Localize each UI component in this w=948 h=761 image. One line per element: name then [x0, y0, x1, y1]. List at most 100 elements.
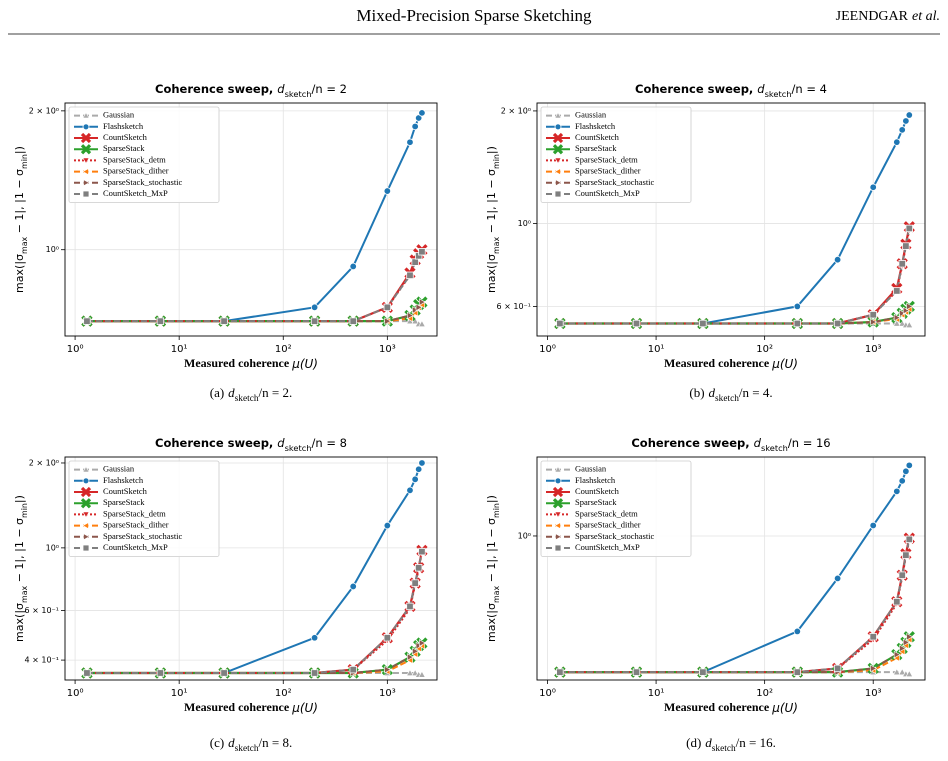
legend-label: CountSketch_MxP — [575, 542, 640, 552]
author-name: JEENDGAR — [836, 9, 909, 24]
legend-marker — [83, 179, 90, 187]
legend-label: SparseStack_detm — [103, 154, 166, 164]
subscript: sketch — [235, 744, 259, 754]
marker — [869, 183, 877, 191]
text-part: /n = 16 — [788, 436, 831, 450]
marker — [793, 668, 802, 676]
legend-marker — [83, 533, 90, 541]
y-tick-label: 6 × 10⁻¹ — [25, 606, 60, 615]
legend-label: SparseStack_stochastic — [575, 531, 655, 541]
marker — [902, 467, 910, 476]
x-axis-label: Measured coherence μ(U) — [184, 356, 318, 371]
marker — [384, 317, 392, 325]
legend-marker — [552, 144, 564, 155]
y-tick-label: 10⁰ — [518, 531, 531, 540]
plot-frame — [64, 102, 438, 337]
marker — [833, 319, 842, 328]
subscript: sketch — [761, 443, 788, 453]
marker — [383, 303, 392, 312]
legend-label: Gaussian — [103, 110, 135, 120]
marker — [905, 321, 914, 328]
marker — [833, 664, 842, 673]
marker — [414, 114, 423, 122]
marker — [902, 551, 910, 559]
legend-label: Flashsketch — [575, 121, 616, 131]
marker — [893, 319, 901, 327]
caption: (c) dsketch/n = 8. — [210, 735, 293, 754]
marker — [893, 668, 901, 676]
legend-label: CountSketch — [103, 132, 148, 142]
text-part: d — [757, 82, 765, 96]
text-part: /n = 4. — [739, 385, 773, 400]
x-axis-label: Measured coherence μ(U) — [664, 700, 798, 715]
legend-label: CountSketch_MxP — [575, 188, 640, 198]
text-part: μ(U) — [771, 701, 798, 715]
legend-marker — [80, 498, 92, 509]
marker — [898, 477, 906, 485]
x-tick-label: 10¹ — [648, 688, 665, 699]
marker — [406, 602, 414, 611]
chart: 10⁰ 10¹ 10² 10³ 10⁰ 2 × 10⁰ Coherence sweep, d… — [13, 82, 438, 404]
marker — [893, 487, 901, 496]
marker — [406, 138, 414, 146]
legend-marker — [554, 123, 562, 131]
text-part: Measured coherence — [664, 356, 772, 370]
text-part: |) — [485, 146, 498, 154]
legend-label: SparseStack — [575, 497, 617, 507]
chart-title: Coherence sweep, dsketch/n = 16 — [631, 436, 830, 453]
marker — [310, 634, 319, 642]
marker — [411, 669, 419, 676]
marker — [893, 598, 901, 606]
text-part: − 1|, |1 − σ — [13, 169, 26, 237]
legend-label: SparseStack_dither — [575, 520, 641, 530]
marker — [156, 317, 165, 325]
legend-label: CountSketch — [575, 132, 620, 142]
text-part: d — [277, 82, 285, 96]
subscript: min — [492, 154, 501, 169]
legend-label: CountSketch — [575, 486, 620, 496]
marker — [869, 633, 877, 641]
legend-marker — [82, 111, 90, 119]
text-part: (a) — [210, 385, 224, 400]
legend-label: CountSketch — [103, 486, 148, 496]
marker — [906, 302, 914, 311]
marker — [793, 319, 802, 328]
legend-marker — [82, 522, 89, 530]
legend-marker — [82, 465, 90, 473]
subscript: sketch — [285, 89, 312, 99]
marker — [556, 668, 564, 676]
running-author: JEENDGAR et al. — [836, 9, 940, 24]
legend-label: SparseStack_dither — [575, 166, 641, 176]
legend-marker — [554, 190, 562, 198]
legend-marker — [80, 132, 92, 144]
subscript: min — [20, 154, 29, 169]
marker — [418, 547, 426, 556]
text-part: μ(U) — [771, 357, 798, 371]
text-part: d — [709, 385, 716, 400]
marker — [905, 111, 913, 119]
marker — [899, 644, 907, 653]
chart-title: Coherence sweep, dsketch/n = 4 — [635, 82, 827, 99]
marker — [83, 669, 91, 677]
text-part: |) — [485, 495, 498, 503]
text-part: /n = 8. — [259, 735, 293, 750]
subscript: sketch — [235, 394, 259, 404]
x-tick-label: 10¹ — [171, 344, 188, 355]
legend-marker — [554, 168, 561, 176]
y-tick-label: 6 × 10⁻¹ — [497, 302, 532, 311]
marker — [905, 670, 914, 677]
marker — [407, 311, 414, 320]
marker — [869, 521, 877, 530]
marker — [310, 669, 319, 677]
chart-title: Coherence sweep, dsketch/n = 2 — [155, 82, 347, 99]
text-part: Measured coherence — [664, 700, 772, 714]
legend-marker — [554, 511, 562, 519]
marker — [632, 668, 641, 676]
marker — [902, 306, 910, 315]
text-part: max(|σ — [13, 603, 26, 642]
marker — [411, 122, 419, 131]
legend-marker — [552, 486, 564, 498]
legend-box — [540, 460, 692, 557]
legend-label: Gaussian — [575, 110, 607, 120]
text-part: Coherence sweep, — [631, 436, 753, 450]
